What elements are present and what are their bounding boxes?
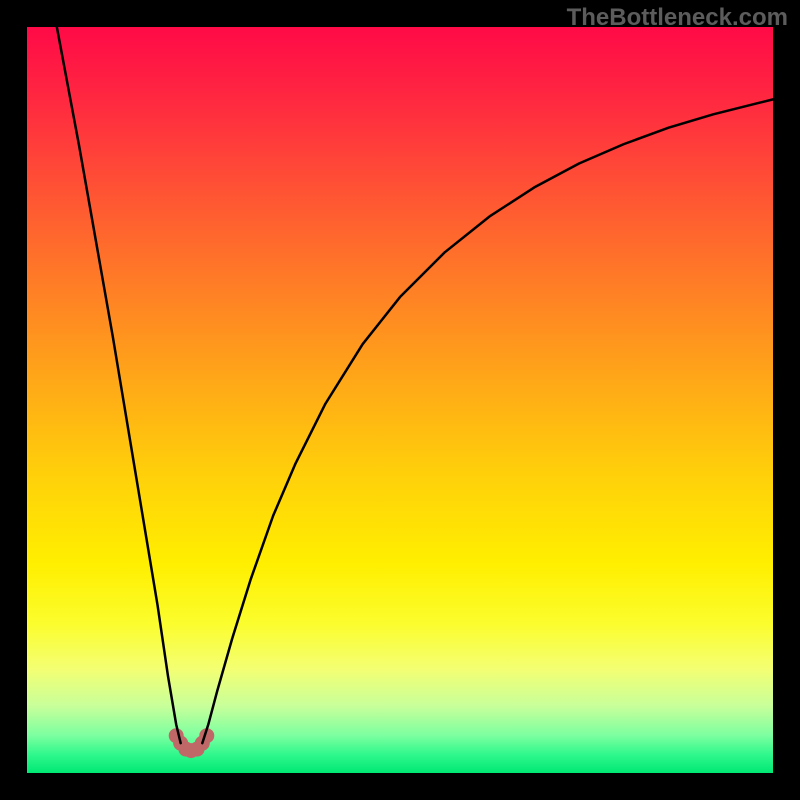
watermark-text: TheBottleneck.com <box>567 4 788 32</box>
plot-area <box>27 27 773 773</box>
bottleneck-chart <box>0 0 800 800</box>
chart-container: TheBottleneck.com <box>0 0 800 800</box>
